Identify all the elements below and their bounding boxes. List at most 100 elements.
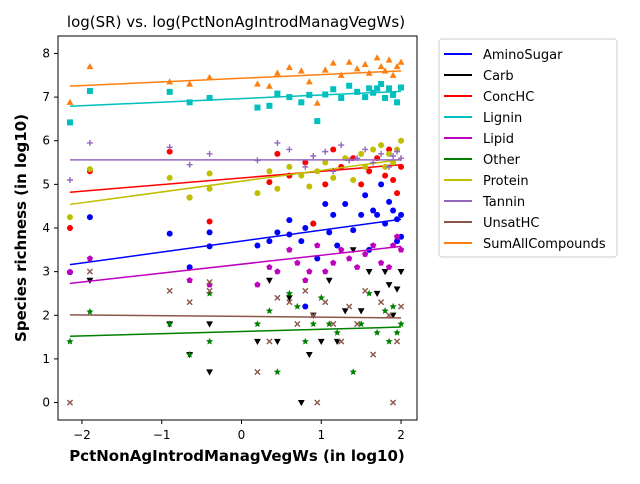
lignin-point [166,88,173,95]
lignin-point [394,99,401,106]
other-point [186,350,194,358]
legend-label: UnsatHC [483,216,539,231]
series-sumallcompounds [66,54,405,106]
tannin-point [166,144,173,151]
conchc-point [274,150,281,157]
y-tick-label: 4 [42,221,50,235]
other-point [285,289,293,297]
lignin-point [346,82,353,89]
aminosugar-point [266,238,273,245]
unsathc-point [362,287,369,294]
other-point [265,307,273,314]
lignin-point [338,94,345,101]
chart-title: log(SR) vs. log(PctNonAgIntrodManagVegWs… [67,13,405,31]
aminosugar-point [330,211,337,218]
lipid-point [274,268,281,275]
other-point [389,302,397,310]
other-point [365,289,373,297]
tannin-point [86,139,93,146]
series-lignin [66,81,405,126]
protein-point [286,163,293,170]
sumallcompounds-point [377,62,385,70]
lignin-point [390,91,397,98]
sumallcompounds-point [361,60,369,67]
unsathc-point [370,351,377,358]
aminosugar-point [394,238,401,245]
x-tick-label: −1 [153,428,171,442]
conchc-trend-line [69,163,402,193]
conchc-point [330,146,337,153]
x-tick-label: 2 [397,428,405,442]
lignin-point [362,94,369,101]
y-axis: 0 1 2 3 4 5 6 7 8 [42,46,58,410]
sumallcompounds-point [321,66,329,73]
sumallcompounds-point [206,73,213,81]
protein-point [358,150,365,157]
other-point [66,337,74,345]
lignin-point [206,94,213,101]
protein-point [398,137,405,144]
unsathc-point [314,399,321,406]
aminosugar-point [334,242,341,249]
lipid-point [66,268,74,275]
aminosugar-point [186,264,193,271]
other-point [397,320,405,328]
aminosugar-point [322,201,329,207]
aminosugar-point [86,214,93,221]
carb-point [341,308,349,315]
aminosugar-point [386,198,393,205]
unsathc-point [66,399,74,406]
sumallcompounds-point [313,99,321,106]
conchc-point [386,146,393,153]
lignin-point [266,102,273,109]
carb-point [333,338,341,346]
aminosugar-point [254,242,261,249]
series-unsathc [66,268,405,406]
aminosugar-point [350,227,357,234]
series-conchc [66,146,405,231]
unsathc-point [266,338,273,345]
sumallcompounds-point [329,59,337,66]
aminosugar-point [314,255,321,262]
sumallcompounds-point [353,65,361,72]
x-tick-label: 0 [238,428,246,442]
protein-point [362,163,369,170]
lignin-point [382,94,389,101]
unsathc-point [354,320,361,328]
conchc-point [382,172,389,179]
unsathc-point [274,294,281,301]
legend-label: Tannin [482,195,525,210]
aminosugar-point [378,181,385,188]
lignin-point [374,85,381,92]
protein-point [274,185,281,192]
unsathc-point [378,299,385,306]
unsathc-point [294,320,301,328]
lignin-point [274,90,281,97]
unsathc-point [397,303,405,310]
unsathc-point [389,399,397,406]
other-point [309,320,317,328]
carb-point [285,295,293,302]
aminosugar-point [362,192,369,199]
other-point [206,289,214,297]
aminosugar-point [206,229,213,236]
aminosugar-point [286,217,293,224]
legend: AminoSugar Carb ConcHC Lignin Lipid Other Prot… [438,38,618,258]
carb-point [381,269,389,276]
lipid-point [354,264,361,270]
sumallcompounds-point [345,58,353,65]
protein-point [66,214,73,221]
lipid-trend-line [69,245,402,285]
lipid-point [330,259,337,266]
unsathc-point [86,268,94,275]
other-point [273,368,281,376]
carb-point [266,277,273,284]
y-tick-label: 8 [42,46,50,60]
unsathc-point [206,287,213,294]
aminosugar-point [326,229,333,236]
lignin-point [354,88,361,95]
lignin-point [298,99,305,106]
sumallcompounds-point [297,67,305,74]
x-axis: −2 −1 0 1 2 [73,420,405,442]
